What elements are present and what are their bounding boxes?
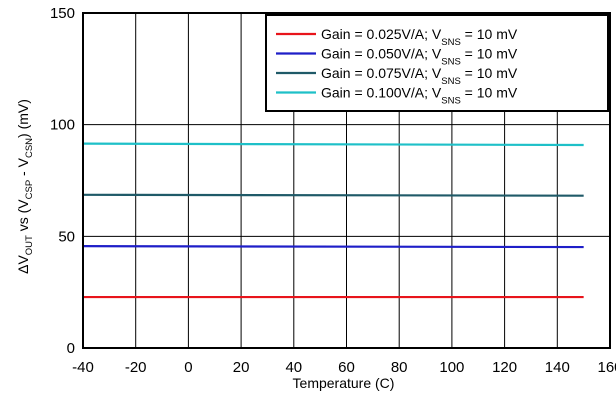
- series-line-4: [82, 142, 584, 147]
- x-tick-label: 80: [391, 359, 408, 376]
- legend-box: [265, 14, 609, 112]
- x-tick-label: 60: [338, 359, 355, 376]
- x-tick-label: 20: [233, 359, 250, 376]
- series-line-2: [82, 245, 584, 249]
- y-tick-label: 50: [58, 228, 75, 245]
- y-tick-label: 100: [50, 117, 75, 134]
- x-tick-label: 120: [492, 359, 517, 376]
- x-tick-label: 100: [439, 359, 464, 376]
- x-tick-label: -20: [125, 359, 147, 376]
- x-axis-title: Temperature (C): [293, 375, 395, 391]
- y-tick-labels: 0 50 100 150: [50, 5, 75, 357]
- y-tick-label: 150: [50, 5, 75, 22]
- legend-entry-label: Gain = 0.100V/A; VSNS = 10 mV: [321, 85, 518, 107]
- series-line-3: [82, 193, 584, 197]
- legend-entry-label: Gain = 0.025V/A; VSNS = 10 mV: [321, 26, 518, 48]
- x-tick-label: 0: [184, 359, 192, 376]
- plot-frame: [82, 12, 611, 349]
- x-tick-label: 40: [285, 359, 302, 376]
- y-axis-title: ΔVOUT vs (VCSP - VCSN) (mV): [15, 99, 35, 274]
- series-lines: [82, 142, 584, 299]
- x-tick-label: -40: [72, 359, 94, 376]
- y-tick-label: 0: [67, 340, 75, 357]
- x-tick-label: 140: [545, 359, 570, 376]
- x-tick-label: 160: [597, 359, 616, 376]
- x-tick-labels: -40 -20 0 20 40 60 80 100 120 140 160: [72, 359, 616, 376]
- legend-entry-label: Gain = 0.075V/A; VSNS = 10 mV: [321, 65, 518, 87]
- legend-entry-label: Gain = 0.050V/A; VSNS = 10 mV: [321, 46, 518, 68]
